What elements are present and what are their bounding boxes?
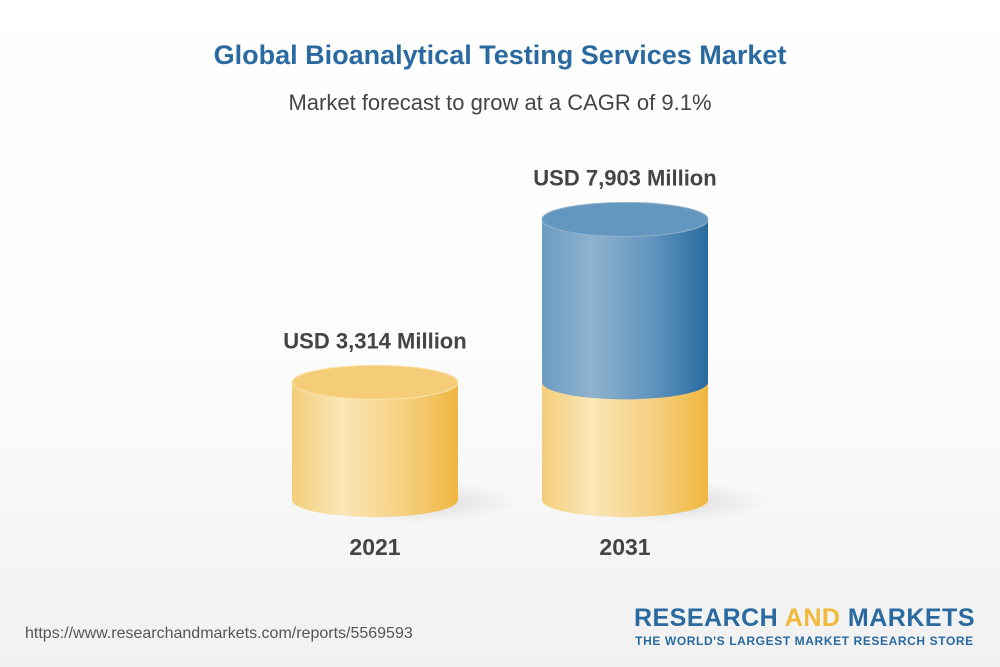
cylinder-top bbox=[541, 201, 709, 237]
logo-tagline: THE WORLD'S LARGEST MARKET RESEARCH STOR… bbox=[635, 634, 974, 648]
cylinder-body bbox=[292, 382, 458, 517]
cylinder-base-segment bbox=[542, 382, 708, 517]
report-url[interactable]: https://www.researchandmarkets.com/repor… bbox=[25, 625, 413, 642]
chart-subtitle: Market forecast to grow at a CAGR of 9.1… bbox=[288, 90, 712, 115]
data-label: USD 7,903 Million bbox=[533, 165, 716, 190]
category-label: 2021 bbox=[349, 534, 400, 560]
cylinder-growth-segment bbox=[542, 219, 708, 400]
data-label: USD 3,314 Million bbox=[283, 328, 466, 353]
logo-word-research: RESEARCH bbox=[633, 604, 785, 632]
cylinder-top bbox=[291, 364, 459, 400]
category-label: 2031 bbox=[599, 534, 650, 560]
cylinder-chart: USD 3,314 Million 2021 USD 7,903 Million 20… bbox=[283, 165, 768, 560]
logo-word-and: AND bbox=[784, 604, 841, 632]
chart-title: Global Bioanalytical Testing Services Ma… bbox=[213, 40, 787, 70]
research-and-markets-logo: RESEARCH AND MARKETS THE WORLD'S LARGEST… bbox=[634, 604, 975, 648]
logo-word-markets: MARKETS bbox=[840, 604, 975, 632]
